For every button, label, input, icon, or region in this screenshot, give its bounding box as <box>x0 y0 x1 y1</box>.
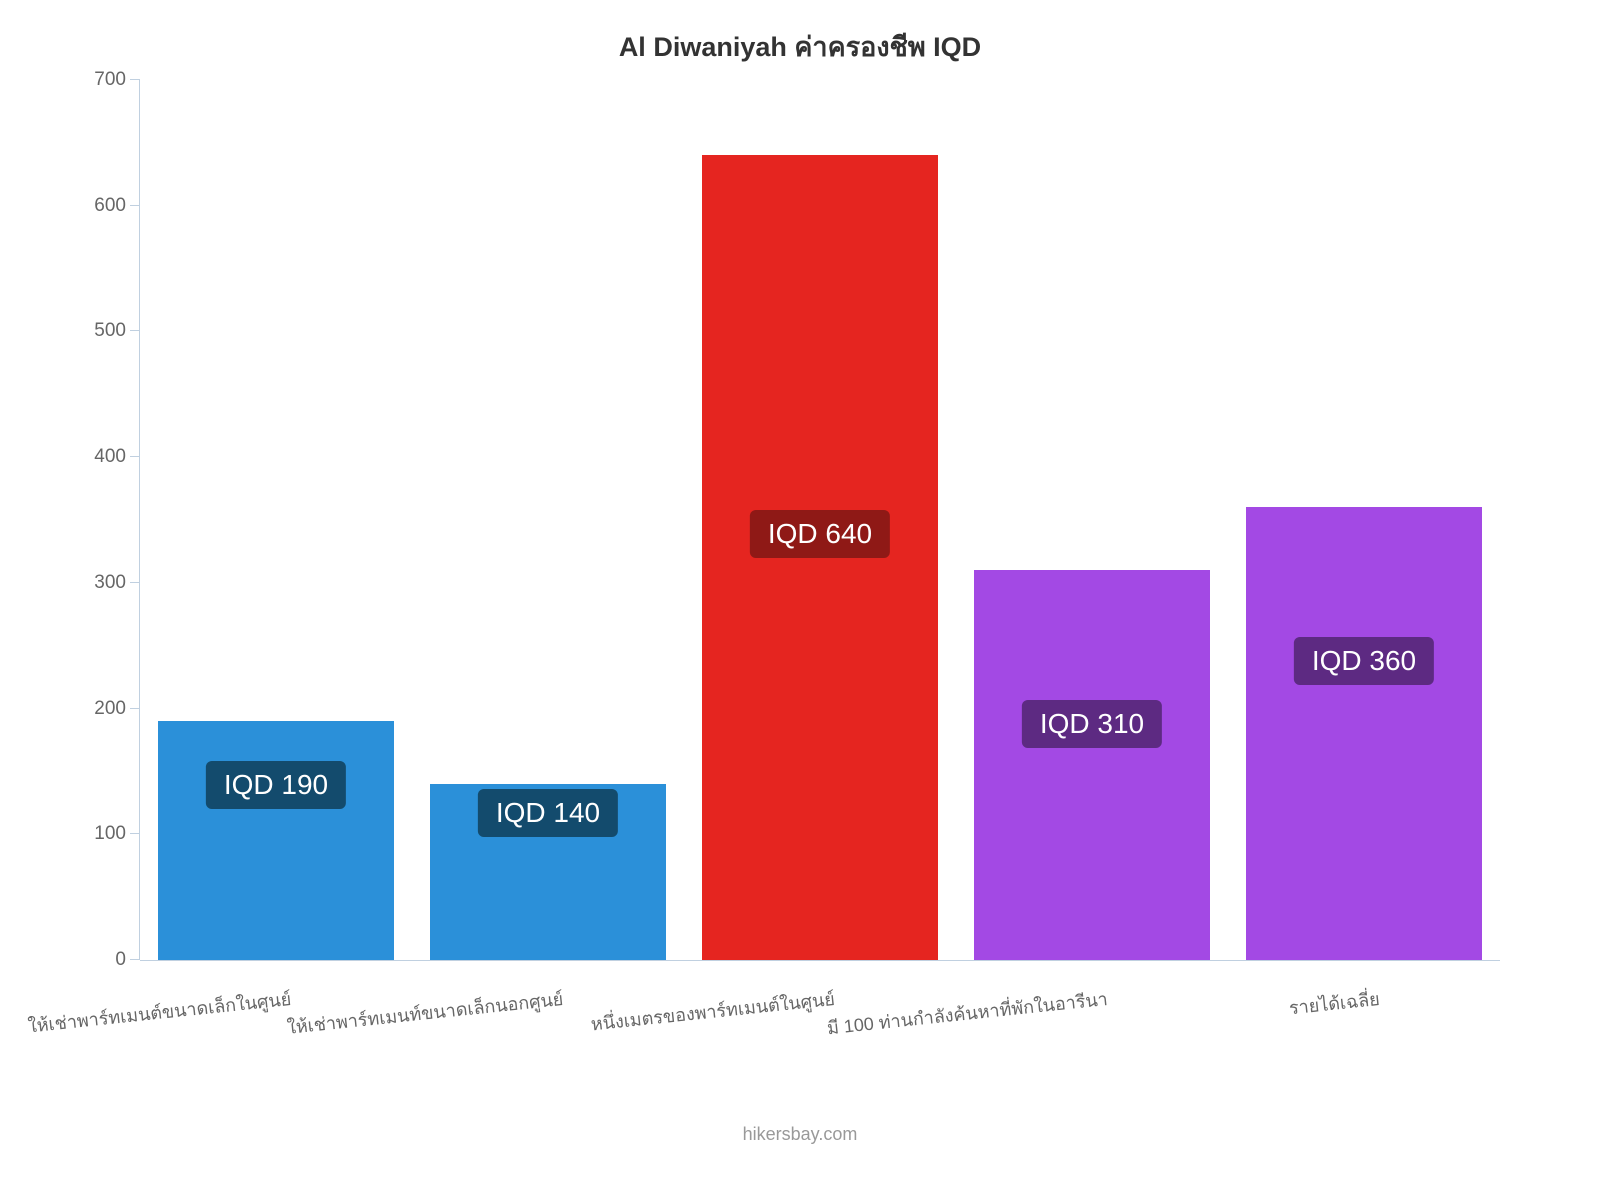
y-tick-label: 700 <box>94 69 126 91</box>
y-tick-label: 500 <box>94 320 126 342</box>
watermark: hikersbay.com <box>0 1124 1600 1145</box>
plot-area: IQD 190IQD 140IQD 640IQD 310IQD 360 ให้เ… <box>140 80 1500 960</box>
y-tick-label: 0 <box>115 949 126 971</box>
y-tick-label: 100 <box>94 823 126 845</box>
bars-layer: IQD 190 IQD 140 IQD 640 IQD 310 IQD 360 <box>140 80 1500 960</box>
chart-title: Al Diwaniyah ค่าครองชีพ IQD <box>0 25 1600 68</box>
y-tick <box>130 959 140 960</box>
y-tick <box>130 833 140 834</box>
bar-value-label: IQD 310 <box>1022 700 1162 748</box>
bar: IQD 190 <box>158 721 395 960</box>
x-tick-label: รายได้เฉลี่ย <box>1287 984 1381 1022</box>
chart-container: Al Diwaniyah ค่าครองชีพ IQD IQD 190IQD 1… <box>0 0 1600 1200</box>
y-tick-label: 600 <box>94 195 126 217</box>
x-axis-line <box>140 960 1500 961</box>
y-tick-label: 200 <box>94 698 126 720</box>
x-tick-label: ให้เช่าพาร์ทเมนต์ขนาดเล็กในศูนย์ <box>27 984 293 1040</box>
bar-value-label: IQD 140 <box>478 789 618 837</box>
y-tick-label: 400 <box>94 446 126 468</box>
y-tick <box>130 708 140 709</box>
x-tick-label: หนึ่งเมตรของพาร์ทเมนต์ในศูนย์ <box>590 984 837 1038</box>
x-tick-label: ให้เช่าพาร์ทเมนท์ขนาดเล็กนอกศูนย์ <box>286 984 565 1042</box>
x-tick-label: มี 100 ท่านกำลังค้นหาที่พักในอารีนา <box>825 984 1109 1042</box>
y-tick <box>130 330 140 331</box>
bar: IQD 640 <box>702 155 939 960</box>
y-tick <box>130 456 140 457</box>
bar: IQD 140 <box>430 784 667 960</box>
y-tick <box>130 205 140 206</box>
y-tick <box>130 582 140 583</box>
bar: IQD 310 <box>974 570 1211 960</box>
y-tick <box>130 79 140 80</box>
bar-value-label: IQD 360 <box>1294 637 1434 685</box>
bar: IQD 360 <box>1246 507 1483 960</box>
y-tick-label: 300 <box>94 572 126 594</box>
bar-value-label: IQD 640 <box>750 510 890 558</box>
bar-value-label: IQD 190 <box>206 761 346 809</box>
